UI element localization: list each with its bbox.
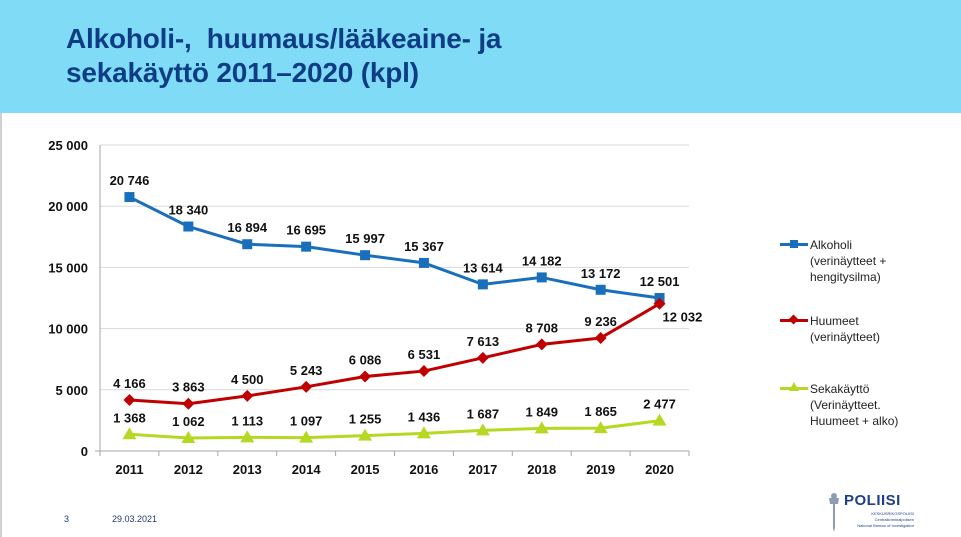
sekakaytto-marker: [475, 423, 490, 436]
alkoholi-data-label: 18 340: [168, 203, 208, 218]
logo-subtitle-3: National Bureau of Investigation: [857, 523, 914, 528]
huumeet-marker: [300, 380, 313, 393]
huumeet-data-label: 6 086: [349, 353, 382, 368]
sekakaytto-data-label: 1 255: [349, 412, 382, 427]
huumeet-data-label: 9 236: [584, 314, 617, 329]
x-tick-label: 2012: [174, 462, 203, 477]
y-tick-label: 25 000: [48, 138, 88, 153]
huumeet-data-label: 4 500: [231, 372, 264, 387]
huumeet-data-label: 4 166: [113, 376, 146, 391]
alkoholi-marker: [477, 279, 488, 290]
slide-date: 29.03.2021: [112, 514, 158, 524]
huumeet-data-label: 8 708: [525, 320, 558, 335]
huumeet-data-label: 5 243: [290, 363, 323, 378]
sekakaytto-marker: [240, 430, 255, 443]
huumeet-data-label: 3 863: [172, 380, 205, 395]
huumeet-data-label: 6 531: [408, 347, 441, 362]
alkoholi-marker: [242, 239, 253, 250]
sekakaytto-data-label: 1 865: [584, 404, 617, 419]
sword-emblem-icon: [829, 493, 839, 532]
legend-label: Alkoholi (verinäytteet + hengitysilma): [810, 238, 887, 284]
y-tick-label: 10 000: [48, 322, 88, 337]
alkoholi-data-label: 14 182: [522, 253, 562, 268]
sekakaytto-data-label: 1 849: [525, 404, 558, 419]
alkoholi-marker: [301, 241, 312, 252]
alkoholi-data-label: 13 172: [581, 266, 621, 281]
alkoholi-data-label: 15 997: [345, 231, 385, 246]
alkoholi-data-label: 12 501: [640, 274, 680, 289]
x-tick-label: 2019: [586, 462, 615, 477]
huumeet-marker: [417, 365, 430, 378]
x-tick-label: 2016: [409, 462, 438, 477]
huumeet-data-label: 12 032: [663, 310, 703, 325]
alkoholi-line: [128, 195, 660, 300]
y-tick-label: 5 000: [55, 383, 88, 398]
x-tick-label: 2018: [527, 462, 556, 477]
sekakaytto-marker: [122, 427, 137, 440]
y-tick-label: 15 000: [48, 260, 88, 275]
legend-label: Huumeet (verinäytteet): [810, 314, 881, 344]
sekakaytto-marker: [299, 430, 314, 443]
sekakaytto-data-label: 1 368: [113, 410, 146, 425]
slide-left-border: [0, 0, 2, 537]
x-tick-label: 2011: [115, 462, 143, 477]
sekakaytto-marker: [593, 421, 608, 434]
alkoholi-data-label: 16 894: [227, 220, 268, 235]
x-tick-label: 2017: [468, 462, 497, 477]
huumeet-marker: [182, 397, 195, 410]
sekakaytto-marker: [181, 431, 196, 444]
logo-subtitle-2: Centralkriminalpolisen: [874, 517, 914, 522]
huumeet-line: [129, 302, 661, 406]
alkoholi-data-label: 15 367: [404, 239, 444, 254]
sekakaytto-data-label: 1 097: [290, 414, 323, 429]
x-tick-label: 2015: [351, 462, 380, 477]
y-tick-label: 20 000: [48, 199, 88, 214]
x-tick-label: 2014: [292, 462, 322, 477]
slide-title: Alkoholi-, huumaus/lääkeaine- ja sekakäy…: [66, 22, 766, 90]
alkoholi-data-label: 20 746: [110, 173, 150, 188]
sekakaytto-data-label: 1 687: [467, 406, 500, 421]
sekakaytto-marker: [358, 428, 373, 441]
alkoholi-marker: [536, 272, 547, 283]
sekakaytto-data-label: 1 436: [408, 409, 441, 424]
legend-square-marker-icon: [790, 240, 798, 248]
huumeet-marker: [241, 389, 254, 402]
huumeet-data-label: 7 613: [467, 334, 500, 349]
alkoholi-marker: [360, 250, 371, 261]
sekakaytto-data-label: 1 062: [172, 414, 205, 429]
alkoholi-data-label: 16 695: [286, 223, 326, 238]
sekakaytto-data-label: 1 113: [231, 413, 263, 428]
legend-triangle-marker-icon: [789, 382, 799, 391]
title-line-2: sekakäyttö 2011–2020 (kpl): [66, 57, 419, 88]
huumeet-marker: [476, 351, 489, 364]
title-banner: [0, 0, 961, 113]
huumeet-marker: [359, 370, 372, 383]
alkoholi-marker: [183, 221, 194, 232]
huumeet-marker: [594, 331, 607, 344]
huumeet-marker: [653, 297, 666, 310]
huumeet-marker: [123, 394, 136, 407]
legend-label: Sekakäyttö (Verinäytteet. Huumeet + alko…: [810, 382, 899, 428]
logo-subtitle-1: KESKUSRIKOSPOLIISI: [871, 511, 914, 516]
y-tick-label: 0: [81, 444, 88, 459]
sekakaytto-line: [129, 419, 660, 440]
alkoholi-data-label: 13 614: [463, 260, 504, 275]
huumeet-marker: [535, 338, 548, 351]
alkoholi-marker: [595, 284, 606, 295]
x-tick-label: 2020: [645, 462, 674, 477]
page-number: 3: [64, 514, 70, 524]
x-tick-label: 2013: [233, 462, 262, 477]
poliisi-logo: POLIISI KESKUSRIKOSPOLIISI Centralkrimin…: [826, 492, 946, 532]
sekakaytto-marker: [652, 413, 667, 426]
alkoholi-marker: [418, 257, 429, 268]
title-line-1: Alkoholi-, huumaus/lääkeaine- ja: [66, 23, 502, 54]
logo-wordmark: POLIISI: [844, 492, 901, 509]
sekakaytto-data-label: 2 477: [643, 397, 676, 412]
alkoholi-marker: [124, 192, 135, 203]
sekakaytto-marker: [534, 421, 549, 434]
sekakaytto-marker: [416, 426, 431, 439]
